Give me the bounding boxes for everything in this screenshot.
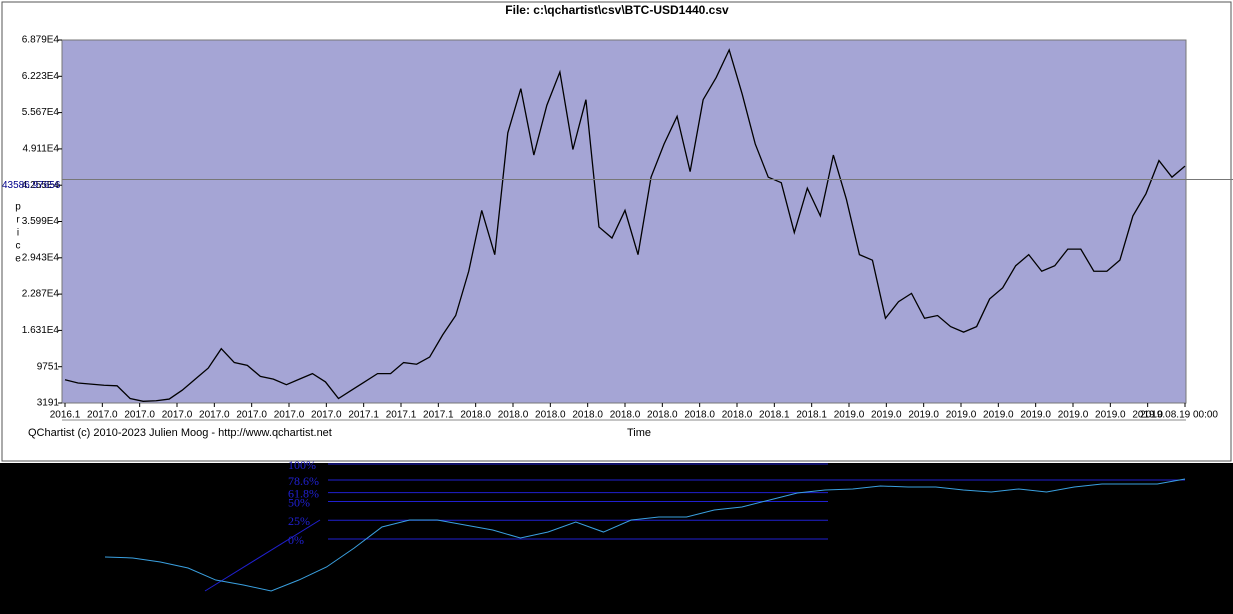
y-axis-title-letter: p: [15, 202, 21, 213]
y-axis-title-letter: i: [17, 228, 19, 239]
x-tick-label: 2019.0: [1132, 410, 1163, 421]
x-tick-label: 2018.0: [722, 410, 753, 421]
x-tick-label: 2018.0: [535, 410, 566, 421]
x-tick-label: 2019.0: [1020, 410, 1051, 421]
x-tick-label: 2018.1: [796, 410, 827, 421]
x-tick-label: 2018.0: [647, 410, 678, 421]
fib-label: 25%: [288, 514, 310, 528]
trendline: [204, 519, 321, 592]
fib-label: 78.6%: [288, 474, 319, 488]
x-tick-label: 2019.0: [908, 410, 939, 421]
x-tick-label: 2017.0: [162, 410, 193, 421]
y-axis-title-letter: r: [16, 215, 20, 226]
price-line: [64, 48, 1186, 402]
x-tick-label: 2017.0: [274, 410, 305, 421]
x-tick-label: 2018.0: [610, 410, 641, 421]
x-tick-label: 2019.0: [1058, 410, 1089, 421]
x-tick-label: 2018.0: [572, 410, 603, 421]
x-tick-label: 2018.0: [684, 410, 715, 421]
indicator-line: [104, 478, 1186, 592]
x-tick-label: 2019.0: [871, 410, 902, 421]
x-tick-label: 2017.1: [423, 410, 454, 421]
x-tick-label: 2018.1: [759, 410, 790, 421]
crosshair-label: 43586.97656: [2, 180, 61, 191]
y-axis-title-letter: c: [16, 241, 21, 252]
x-tick-label: 2019.0: [946, 410, 977, 421]
x-tick-label: 2016.1: [50, 410, 81, 421]
x-tick-label: 2017.0: [87, 410, 118, 421]
chart-title: File: c:\qchartist\csv\BTC-USD1440.csv: [505, 3, 729, 17]
x-tick-label: 2019.0: [834, 410, 865, 421]
plot-area: [61, 39, 1187, 404]
x-tick-label: 2019.08.19 00:00: [1140, 410, 1218, 421]
y-tick-label: 4.255E4: [22, 180, 60, 191]
footer: QChartist (c) 2010-2023 Julien Moog - ht…: [28, 427, 332, 439]
x-tick-label: 2017.0: [311, 410, 342, 421]
fib-label: 100%: [288, 458, 316, 472]
y-tick-label: 3191: [37, 398, 60, 409]
fib-label: 61.8%: [288, 486, 319, 500]
y-tick-label: 9751: [37, 361, 60, 372]
y-tick-label: 5.567E4: [22, 107, 60, 118]
y-tick-label: 6.223E4: [22, 71, 60, 82]
y-tick-label: 2.287E4: [22, 289, 60, 300]
y-tick-label: 2.943E4: [22, 252, 60, 263]
y-axis-title-letter: e: [15, 254, 21, 265]
x-axis-title: Time: [627, 427, 651, 439]
y-tick-label: 6.879E4: [22, 35, 60, 46]
y-tick-label: 4.911E4: [22, 144, 59, 155]
x-tick-label: 2017.1: [386, 410, 417, 421]
x-tick-label: 2019.0: [1095, 410, 1126, 421]
y-tick-label: 3.599E4: [22, 216, 60, 227]
x-tick-label: 2018.0: [498, 410, 529, 421]
x-tick-label: 2017.0: [124, 410, 155, 421]
y-tick-label: 1.631E4: [22, 325, 60, 336]
x-tick-label: 2017.0: [236, 410, 267, 421]
fib-label: 50%: [288, 495, 310, 509]
fib-label: 0%: [288, 533, 304, 547]
x-tick-label: 2017.1: [348, 410, 379, 421]
x-tick-label: 2019.0: [983, 410, 1014, 421]
x-tick-label: 2017.0: [199, 410, 230, 421]
x-tick-label: 2018.0: [460, 410, 491, 421]
